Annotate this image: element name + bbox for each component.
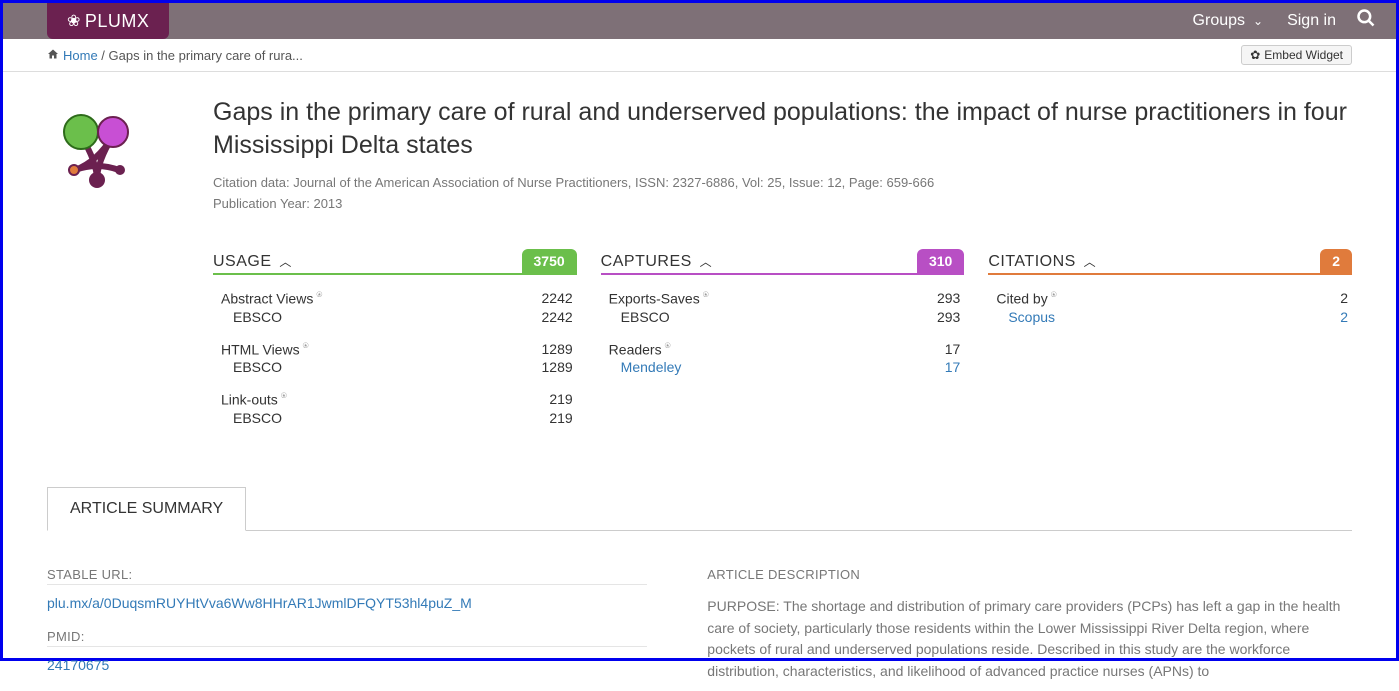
embed-widget-button[interactable]: ✿ Embed Widget: [1241, 45, 1352, 65]
metric-sub-line: EBSCO1289: [213, 358, 577, 376]
pmid-value: 24170675: [47, 657, 647, 673]
home-icon: [47, 48, 59, 63]
usage-header[interactable]: USAGE ︿ 3750: [213, 253, 577, 275]
sign-in-link[interactable]: Sign in: [1275, 12, 1348, 30]
captures-header[interactable]: CAPTURES ︿ 310: [601, 253, 965, 275]
caret-up-icon: ︿: [1080, 255, 1096, 269]
info-icon[interactable]: ⍟: [303, 341, 309, 352]
top-bar: ❀ PLUMX Groups ⌄ Sign in: [3, 3, 1396, 39]
citation-data: Citation data: Journal of the American A…: [213, 175, 1352, 190]
plum-print-widget[interactable]: [47, 96, 177, 217]
captures-list: Exports-Saves⍟293EBSCO293 Readers⍟17Mende…: [601, 275, 965, 376]
logo[interactable]: ❀ PLUMX: [47, 3, 169, 39]
usage-list: Abstract Views⍟2242EBSCO2242 HTML Views⍟1…: [213, 275, 577, 427]
metric-line: Cited by⍟2: [988, 289, 1352, 308]
citations-list: Cited by⍟2Scopus2: [988, 275, 1352, 326]
citations-header[interactable]: CITATIONS ︿ 2: [988, 253, 1352, 275]
embed-label: Embed Widget: [1264, 48, 1343, 62]
signin-label: Sign in: [1287, 12, 1336, 30]
captures-column: CAPTURES ︿ 310 Exports-Saves⍟293EBSCO293…: [601, 253, 965, 441]
info-icon[interactable]: ⍟: [703, 290, 709, 301]
article-description-label: ARTICLE DESCRIPTION: [707, 567, 1352, 582]
metric-sub-line: EBSCO293: [601, 308, 965, 326]
usage-total-badge: 3750: [522, 249, 577, 273]
metric-sub-line: EBSCO2242: [213, 308, 577, 326]
metric-sub-line[interactable]: Scopus2: [988, 308, 1352, 326]
info-icon[interactable]: ⍟: [1051, 290, 1057, 301]
citations-title: CITATIONS: [988, 253, 1075, 270]
breadcrumb-home[interactable]: Home: [63, 48, 98, 63]
publication-year: Publication Year: 2013: [213, 196, 1352, 211]
groups-label: Groups: [1193, 12, 1245, 30]
metric-line: Link-outs⍟219: [213, 390, 577, 409]
breadcrumb-current: Gaps in the primary care of rura...: [109, 48, 303, 63]
metric-line: Readers⍟17: [601, 340, 965, 359]
breadcrumb-bar: Home / Gaps in the primary care of rura.…: [3, 39, 1396, 72]
citations-total-badge: 2: [1320, 249, 1352, 273]
metric-line: Abstract Views⍟2242: [213, 289, 577, 308]
groups-menu[interactable]: Groups ⌄: [1181, 12, 1276, 30]
info-icon[interactable]: ⍟: [665, 341, 671, 352]
breadcrumb-sep: /: [98, 48, 109, 63]
citations-column: CITATIONS ︿ 2 Cited by⍟2Scopus2: [988, 253, 1352, 441]
search-icon[interactable]: [1356, 8, 1376, 34]
captures-title: CAPTURES: [601, 253, 692, 270]
info-icon[interactable]: ⍟: [316, 290, 322, 301]
usage-title: USAGE: [213, 253, 272, 270]
caret-up-icon: ︿: [696, 255, 712, 269]
article-title: Gaps in the primary care of rural and un…: [213, 96, 1352, 161]
article-description: PURPOSE: The shortage and distribution o…: [707, 596, 1352, 683]
metric-sub-line[interactable]: Mendeley17: [601, 358, 965, 376]
metric-sub-line: EBSCO219: [213, 409, 577, 427]
metric-line: Exports-Saves⍟293: [601, 289, 965, 308]
gear-icon: ✿: [1250, 48, 1260, 62]
captures-total-badge: 310: [917, 249, 964, 273]
stable-url-label: STABLE URL:: [47, 567, 647, 585]
stable-url-value[interactable]: plu.mx/a/0DuqsmRUYHtVva6Ww8HHrAR1JwmlDFQ…: [47, 595, 647, 611]
logo-text: PLUMX: [85, 11, 150, 32]
plum-logo-icon: ❀: [67, 11, 81, 31]
tab-bar: ARTICLE SUMMARY: [47, 487, 1352, 531]
chevron-down-icon: ⌄: [1253, 14, 1263, 28]
info-icon[interactable]: ⍟: [281, 391, 287, 402]
metric-line: HTML Views⍟1289: [213, 340, 577, 359]
usage-column: USAGE ︿ 3750 Abstract Views⍟2242EBSCO224…: [213, 253, 577, 441]
pmid-label: PMID:: [47, 629, 647, 647]
caret-up-icon: ︿: [276, 255, 292, 269]
tab-article-summary[interactable]: ARTICLE SUMMARY: [47, 487, 246, 531]
